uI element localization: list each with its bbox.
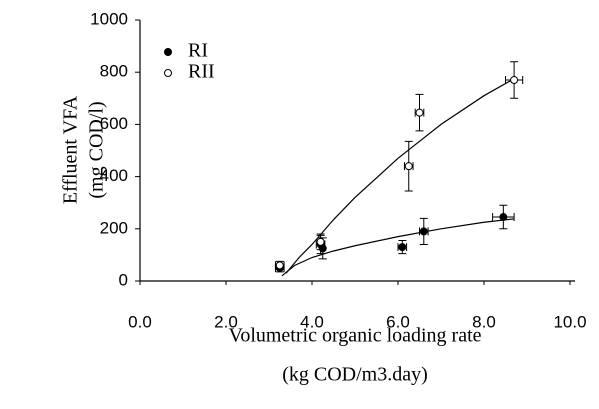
- point: [404, 162, 413, 171]
- x-label: (kg COD/m3.day): [282, 364, 428, 386]
- y-tick-label: 800: [100, 62, 128, 81]
- x-tick-label: 6.0: [386, 312, 410, 331]
- x-tick-label: 4.0: [300, 312, 324, 331]
- y-tick-label: 400: [100, 166, 128, 185]
- legend-label: RI: [188, 40, 208, 62]
- point: [499, 213, 508, 222]
- y-tick-label: 1000: [90, 9, 128, 28]
- point: [275, 261, 284, 270]
- y-label-group: Effluent VFA (mg COD/l): [60, 95, 108, 204]
- point: [510, 76, 519, 85]
- point: [419, 227, 428, 236]
- legend-label: RII: [188, 61, 215, 83]
- fit-curve: [281, 218, 515, 277]
- point: [415, 108, 424, 117]
- y-tick-label: 0: [119, 270, 128, 289]
- x-tick-label: 10.0: [553, 312, 586, 331]
- legend-marker: [164, 69, 172, 77]
- x-label: Volumetric organic loading rate: [228, 325, 481, 347]
- y-label: (mg COD/l): [86, 101, 108, 198]
- x-tick-label: 8.0: [472, 312, 496, 331]
- y-tick-label: 600: [100, 114, 128, 133]
- x-tick-label: 2.0: [214, 312, 238, 331]
- fit-curve: [285, 78, 515, 274]
- y-tick-label: 200: [100, 218, 128, 237]
- x-tick-label: 0.0: [128, 312, 152, 331]
- point: [316, 237, 325, 246]
- y-label: Effluent VFA: [60, 95, 82, 204]
- legend-marker: [164, 48, 172, 56]
- point: [398, 243, 407, 252]
